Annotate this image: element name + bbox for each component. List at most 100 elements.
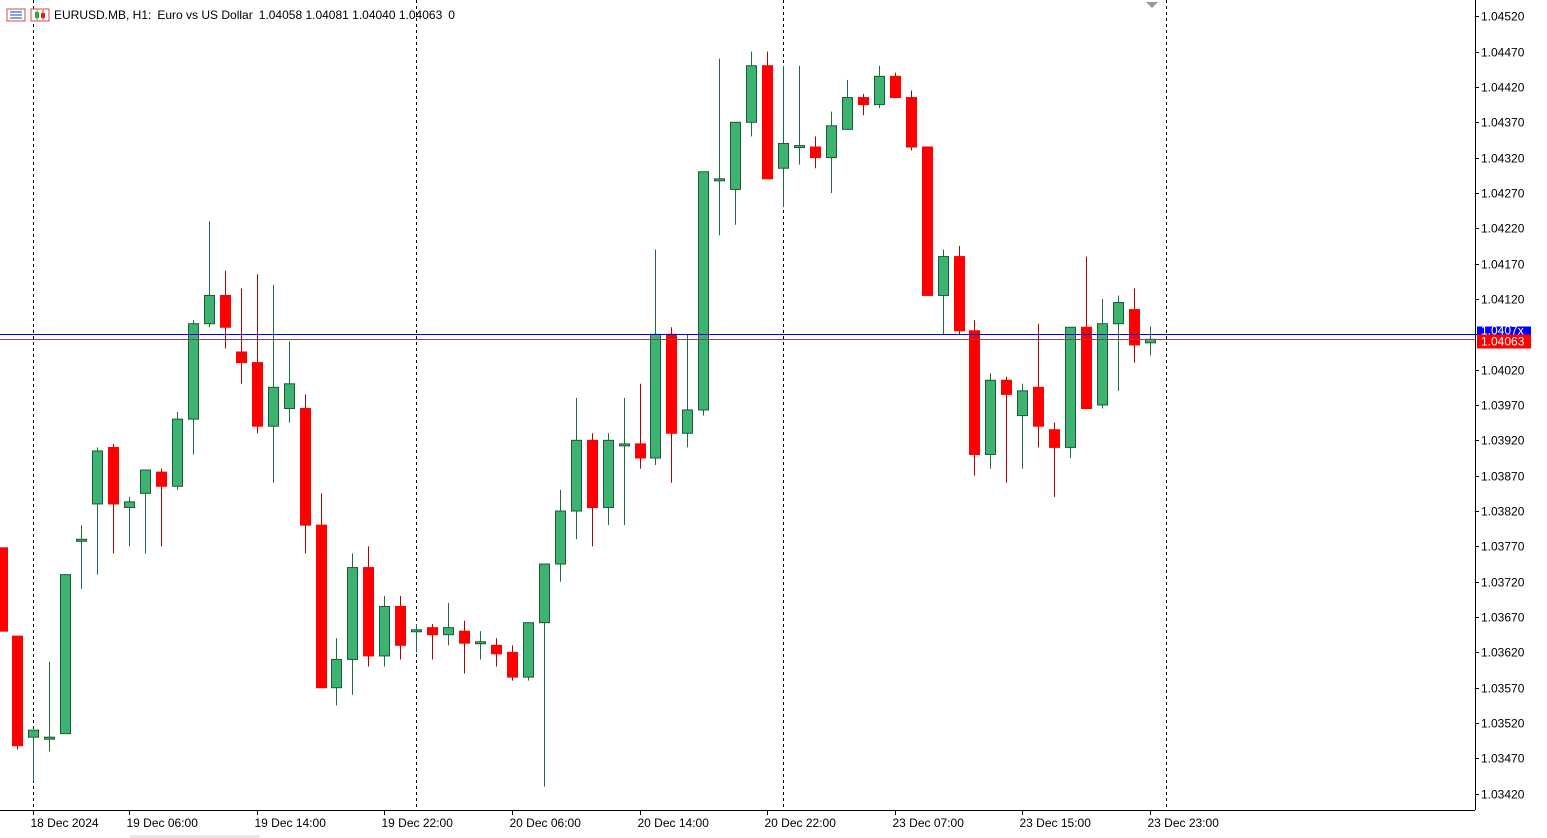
candle-body	[858, 97, 869, 106]
candle	[826, 111, 837, 193]
candle	[698, 171, 709, 416]
volume-value: 0	[448, 8, 455, 22]
candle-body	[1033, 386, 1044, 427]
y-tick-label: 1.03820	[1481, 505, 1525, 519]
y-tick-label: 1.04170	[1481, 258, 1525, 272]
x-tick-label: 20 Dec 14:00	[638, 816, 710, 830]
candle-body	[635, 443, 646, 459]
period-separators	[33, 0, 1167, 810]
candle-body	[714, 178, 725, 182]
candle-body	[650, 333, 661, 459]
candle	[1145, 326, 1156, 356]
candle-body	[746, 65, 757, 123]
candle-body	[28, 729, 39, 738]
candle-body	[92, 450, 103, 505]
y-tick-label: 1.03770	[1481, 540, 1525, 554]
y-tick-label: 1.03620	[1481, 646, 1525, 660]
candle	[714, 58, 725, 236]
y-tick-label: 1.04270	[1481, 187, 1525, 201]
candle-body	[204, 294, 215, 325]
candle	[284, 341, 295, 423]
candle	[347, 553, 358, 695]
candle	[969, 320, 980, 476]
candle-body	[1065, 326, 1076, 448]
chart-properties-icon[interactable]	[6, 8, 26, 22]
candle-body	[427, 627, 438, 636]
candle	[140, 469, 151, 554]
candle	[1065, 326, 1076, 459]
candle-body	[985, 379, 996, 455]
price-lines	[0, 334, 1475, 340]
x-tick-label: 19 Dec 22:00	[382, 816, 454, 830]
candle	[12, 635, 23, 750]
chart-shift-marker-icon[interactable]	[1146, 2, 1158, 8]
y-tick-label: 1.03420	[1481, 788, 1525, 802]
bottom-scroll-tab[interactable]	[130, 835, 260, 838]
candle	[778, 65, 789, 208]
candle	[842, 79, 853, 130]
candle-body	[363, 567, 374, 657]
candle-body	[1129, 309, 1140, 346]
candle-body	[874, 75, 885, 106]
candle	[411, 624, 422, 653]
y-tick-label: 1.04520	[1481, 10, 1525, 24]
y-tick-label: 1.03870	[1481, 470, 1525, 484]
candle-body	[60, 574, 71, 735]
candle	[204, 221, 215, 328]
candle	[523, 622, 534, 681]
candle-body	[236, 351, 247, 364]
candle	[156, 468, 167, 547]
candle-body	[507, 651, 518, 678]
candles	[0, 51, 1156, 787]
chart-info-bar: EURUSD.MB, H1: Euro vs US Dollar 1.04058…	[6, 6, 461, 24]
candle	[316, 493, 327, 689]
candle	[1033, 323, 1044, 448]
candle-body	[1049, 429, 1060, 448]
candle	[459, 620, 470, 674]
y-tick-label: 1.04320	[1481, 152, 1525, 166]
candle	[874, 65, 885, 109]
candle	[922, 146, 933, 296]
candle	[1001, 376, 1012, 483]
y-tick-label: 1.04470	[1481, 46, 1525, 60]
candle-body	[571, 439, 582, 512]
candle	[172, 412, 183, 490]
axes	[0, 0, 1476, 811]
candle-body	[1001, 379, 1012, 395]
candle	[363, 546, 374, 667]
candle-body	[44, 736, 55, 740]
y-tick-label: 1.03920	[1481, 434, 1525, 448]
ohlc-values: 1.04058 1.04081 1.04040 1.04063	[258, 8, 443, 22]
candle-body	[0, 547, 8, 632]
candle-body	[762, 65, 773, 180]
candle	[300, 394, 311, 554]
ask-price-label: 1.0407x	[1481, 324, 1524, 338]
candle	[985, 373, 996, 469]
candle-body	[475, 641, 486, 645]
candles-icon[interactable]	[30, 8, 50, 22]
candle	[188, 320, 199, 455]
candle	[268, 284, 279, 483]
candle	[890, 72, 901, 99]
candle	[635, 383, 646, 469]
symbol-description: Euro vs US Dollar	[157, 8, 253, 22]
candle-body	[300, 408, 311, 526]
candle-body	[794, 145, 805, 149]
candle	[124, 496, 135, 547]
candle-body	[268, 386, 279, 427]
x-tick-label: 23 Dec 23:00	[1148, 816, 1220, 830]
candle	[220, 270, 231, 349]
candle	[1049, 422, 1060, 497]
y-tick-label: 1.04020	[1481, 364, 1525, 378]
candle-body	[810, 146, 821, 159]
candle-body	[188, 323, 199, 420]
candle	[92, 447, 103, 575]
x-axis-ticks: 18 Dec 2024 19 Dec 06:00 19 Dec 14:00 19 De…	[31, 810, 1220, 830]
candle-body	[491, 644, 502, 655]
candle-body	[395, 605, 406, 646]
candle-body	[12, 635, 23, 747]
candle	[858, 94, 869, 116]
candle-body	[140, 469, 151, 494]
candle-body	[587, 439, 598, 508]
